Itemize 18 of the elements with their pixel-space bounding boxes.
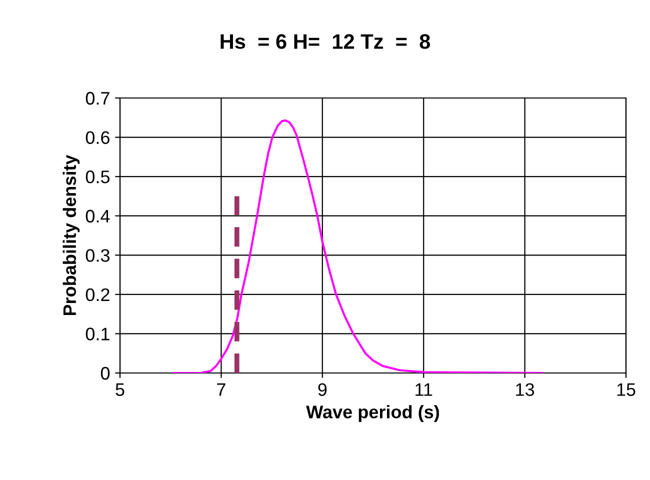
y-tick-label: 0.4 [86,210,110,223]
y-tick-label: 0 [100,366,110,380]
line-series [172,119,544,373]
y-tick-label: 0.1 [86,328,110,340]
x-axis-title: Wave period (s) [306,405,439,422]
x-tick-label: 5 [116,383,124,396]
y-tick-label: 0.7 [86,92,110,105]
y-tick-label: 0.5 [86,170,110,184]
y-tick-label: 0.6 [86,131,110,144]
y-tick-label: 0.2 [86,288,110,302]
chart-title: Hs = 6 H= 12 Tz = 8 [220,34,430,49]
x-tick-label: 9 [318,383,327,396]
x-tick-label: 15 [617,383,636,396]
x-tick-label: 11 [416,383,432,396]
x-tick-label: 13 [516,383,534,396]
x-tick-label: 7 [217,383,226,396]
y-tick-label: 0.3 [86,249,110,262]
y-axis-title: Probability density [62,154,80,316]
